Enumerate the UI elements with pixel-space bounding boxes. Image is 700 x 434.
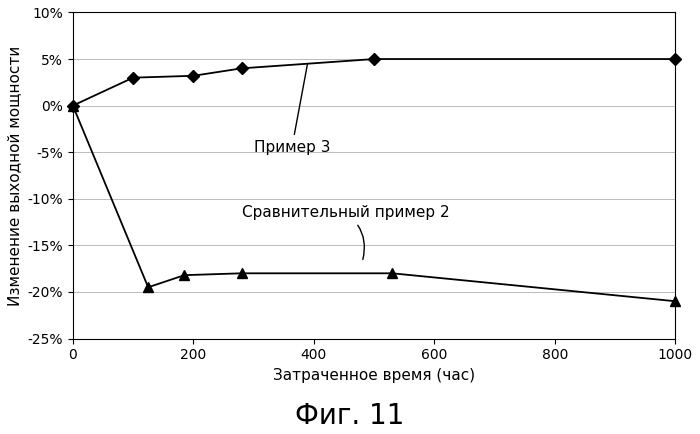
Y-axis label: Изменение выходной мощности: Изменение выходной мощности: [7, 46, 22, 306]
Text: Пример 3: Пример 3: [253, 65, 330, 155]
Text: Сравнительный пример 2: Сравнительный пример 2: [241, 205, 449, 260]
X-axis label: Затраченное время (час): Затраченное время (час): [273, 368, 475, 383]
Text: Фиг. 11: Фиг. 11: [295, 401, 405, 430]
